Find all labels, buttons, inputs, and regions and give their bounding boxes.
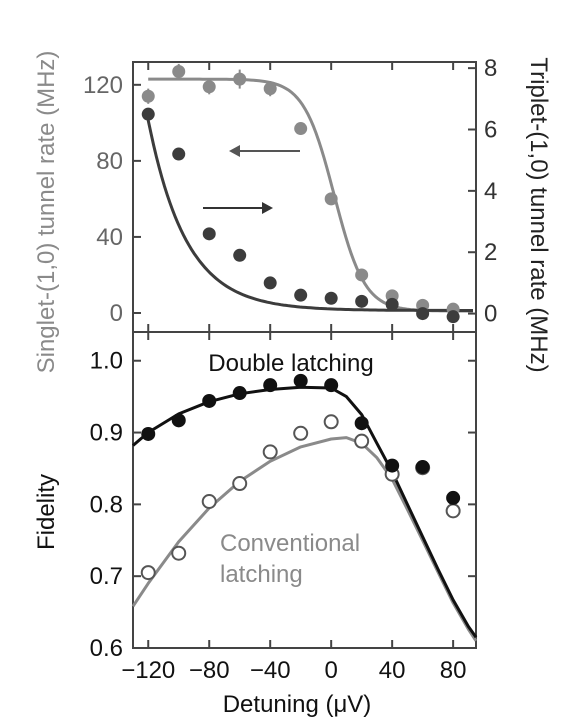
- arrow-left-head: [229, 145, 240, 157]
- double-latching-data-point: [232, 386, 247, 401]
- bottom-x-tick-label: −40: [250, 657, 291, 684]
- top-right-tick-label: 6: [484, 117, 497, 144]
- top-right-ticks: 0 2 4 6 8: [468, 55, 497, 328]
- bottom-y-tick-label: 0.7: [90, 563, 123, 590]
- singlet-data-point: [294, 122, 308, 136]
- triplet-data-point: [202, 227, 216, 241]
- top-left-tick-label: 0: [110, 300, 123, 327]
- triplet-data-point: [233, 248, 247, 262]
- double-latching-data-point: [324, 378, 339, 393]
- conventional-data-point: [140, 565, 156, 581]
- bottom-x-ticks: −120 −80 −40 0 40 80: [121, 332, 466, 684]
- triplet-data-point: [263, 276, 277, 290]
- singlet-data-point: [233, 72, 247, 86]
- top-x-ticks: [147, 62, 455, 332]
- bottom-panel-frame: [132, 331, 477, 649]
- bottom-x-tick-label: −80: [189, 657, 230, 684]
- singlet-data-point: [141, 89, 155, 103]
- bottom-points: [140, 373, 461, 581]
- singlet-data-point: [172, 65, 186, 79]
- double-latching-data-point: [415, 460, 430, 475]
- triplet-data-point: [172, 147, 186, 161]
- conventional-latching-label-line1: Conventional: [220, 530, 360, 557]
- triplet-axis-label: Triplet-(1,0) tunnel rate (MHz): [525, 57, 552, 372]
- top-left-tick-label: 120: [83, 72, 123, 99]
- double-latching-data-point: [202, 393, 217, 408]
- singlet-data-point: [263, 82, 277, 96]
- bottom-x-tick-label: 0: [324, 657, 337, 684]
- double-latching-data-point: [385, 458, 400, 473]
- triplet-data-point: [416, 307, 430, 321]
- top-right-tick-label: 8: [484, 55, 497, 82]
- bottom-y-tick-label: 0.8: [90, 491, 123, 518]
- singlet-axis-label: Singlet-(1,0) tunnel rate (MHz): [33, 51, 60, 374]
- bottom-x-tick-label: −120: [121, 657, 175, 684]
- double-latching-label: Double latching: [208, 350, 373, 377]
- top-right-tick-label: 2: [484, 239, 497, 266]
- bottom-y-tick-label: 0.9: [90, 420, 123, 447]
- conventional-data-point: [232, 476, 248, 492]
- double-latching-data-point: [171, 413, 186, 428]
- bottom-y-tick-label: 0.6: [90, 635, 123, 662]
- triplet-data-point: [141, 107, 155, 121]
- bottom-panel: 0.6 0.7 0.8 0.9 1.0 −120 −80 −40 0 40 80 Double l…: [90, 331, 478, 684]
- arrow-right-head: [262, 202, 273, 214]
- annotation-arrow-right: [203, 202, 273, 214]
- triplet-data-point: [385, 297, 399, 311]
- top-panel: 0 40 80 120 0 2 4 6 8: [83, 55, 497, 333]
- singlet-data-point: [355, 268, 369, 282]
- top-right-ylabel-group: Triplet-(1,0) tunnel rate (MHz): [525, 57, 552, 372]
- double-latching-data-point: [141, 426, 156, 441]
- triplet-data-point: [355, 294, 369, 308]
- detuning-axis-label: Detuning (μV): [223, 691, 372, 718]
- bottom-x-tick-label: 40: [379, 657, 406, 684]
- bottom-y-ticks: 0.6 0.7 0.8 0.9 1.0: [90, 348, 476, 662]
- double-latching-data-point: [354, 416, 369, 431]
- top-right-tick-label: 4: [484, 178, 497, 205]
- conventional-data-point: [171, 545, 187, 561]
- double-latching-data-point: [446, 490, 461, 505]
- bottom-ylabel-group: Fidelity: [33, 474, 60, 550]
- annotation-arrow-left: [229, 145, 300, 157]
- top-left-ylabel-group: Singlet-(1,0) tunnel rate (MHz): [33, 51, 60, 374]
- top-left-tick-label: 80: [96, 148, 123, 175]
- conventional-data-point: [293, 425, 309, 441]
- bottom-x-tick-label: 80: [440, 657, 467, 684]
- top-left-tick-label: 40: [96, 224, 123, 251]
- conventional-data-point: [323, 414, 339, 430]
- triplet-data-point: [446, 310, 460, 324]
- fidelity-axis-label: Fidelity: [33, 474, 60, 550]
- singlet-data-point: [324, 192, 338, 206]
- conventional-data-point: [201, 493, 217, 509]
- conventional-data-point: [445, 503, 461, 519]
- top-left-ticks: 0 40 80 120: [83, 72, 141, 327]
- bottom-y-tick-label: 1.0: [90, 348, 123, 375]
- top-points: [141, 63, 460, 324]
- top-right-tick-label: 0: [484, 301, 497, 328]
- conventional-data-point: [354, 433, 370, 449]
- double-latching-data-point: [293, 373, 308, 388]
- double-latching-data-point: [263, 378, 278, 393]
- triplet-data-point: [324, 291, 338, 305]
- singlet-data-point: [202, 80, 216, 94]
- conventional-data-point: [262, 444, 278, 460]
- triplet-data-point: [294, 288, 308, 302]
- conventional-latching-label-line2: latching: [220, 561, 303, 588]
